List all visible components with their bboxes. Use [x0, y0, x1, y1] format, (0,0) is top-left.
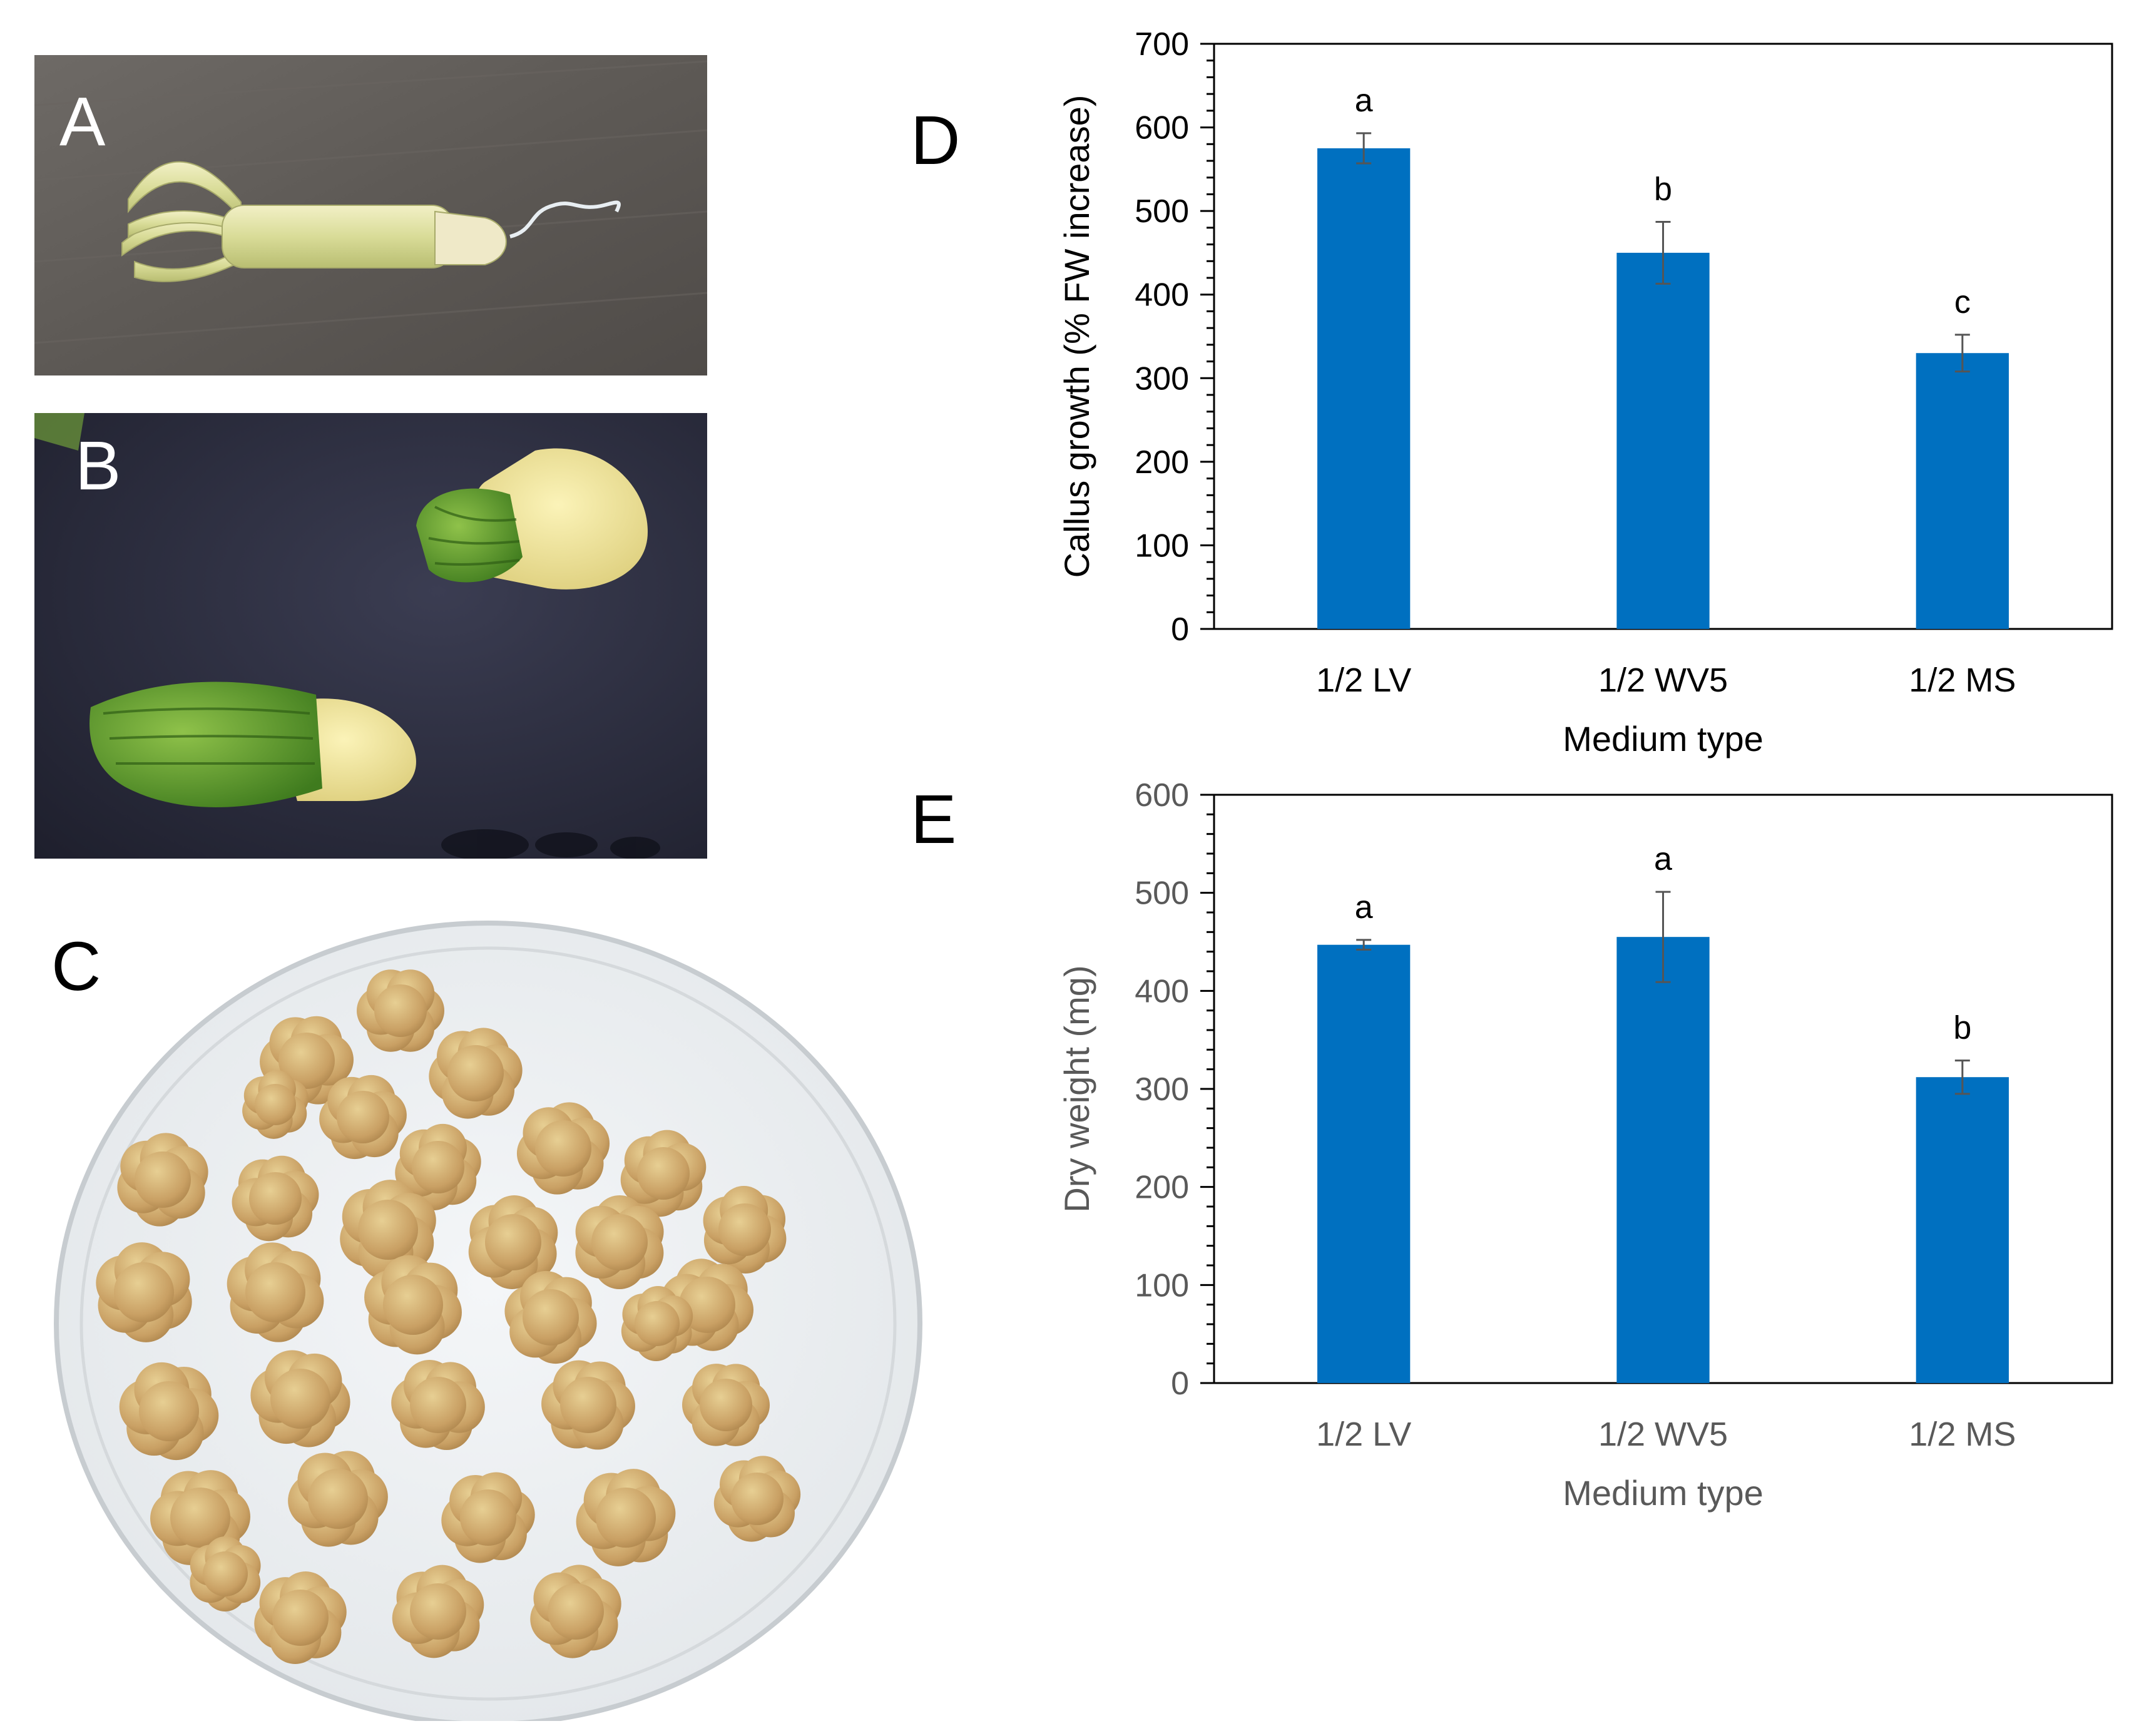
y-axis-label: Callus growth (% FW increase) — [1057, 95, 1096, 578]
bar — [1616, 252, 1710, 629]
callus-clump — [242, 1070, 309, 1139]
callus-clump — [576, 1469, 676, 1566]
x-tick-label: 1/2 WV5 — [1598, 661, 1728, 699]
x-tick-label: 1/2 WV5 — [1598, 1416, 1728, 1453]
x-tick-label: 1/2 MS — [1909, 661, 2016, 699]
callus-clumps — [96, 969, 801, 1664]
y-tick-label: 600 — [1135, 110, 1189, 146]
chart-e: 0 100 200 300 400 500 600 a 1/2 LV a 1/2 WV5 b 1/2 M… — [1057, 777, 2113, 1513]
photo-a — [34, 55, 707, 375]
callus-clump — [357, 969, 444, 1052]
y-tick-label: 700 — [1135, 26, 1189, 63]
callus-clump — [364, 1255, 462, 1355]
y-tick-label: 0 — [1171, 611, 1189, 648]
callus-clump — [468, 1195, 558, 1289]
bar — [1317, 148, 1411, 629]
callus-clump — [232, 1155, 319, 1242]
callus-clump — [254, 1571, 347, 1664]
photo-b-image — [34, 413, 707, 859]
bar — [1916, 1077, 2009, 1383]
callus-clump — [620, 1130, 707, 1217]
callus-clump — [340, 1180, 436, 1280]
callus-clump — [319, 1075, 407, 1160]
y-tick-label: 100 — [1135, 1267, 1189, 1304]
significance-letter: a — [1654, 841, 1672, 877]
photo-c — [38, 917, 932, 1721]
significance-letter: c — [1954, 284, 1971, 320]
bar — [1916, 353, 2009, 629]
callus-clump — [117, 1133, 208, 1227]
y-tick-label: 600 — [1135, 777, 1189, 814]
bar — [1616, 937, 1710, 1383]
panel-label-d: D — [911, 102, 961, 179]
callus-clump — [150, 1470, 250, 1565]
explant-lower — [89, 682, 416, 807]
x-axis-label: Medium type — [1563, 719, 1764, 758]
significance-letter: b — [1953, 1010, 1971, 1046]
photo-a-image — [34, 55, 707, 375]
x-tick-label: 1/2 LV — [1316, 661, 1411, 699]
y-tick-label: 300 — [1135, 1071, 1189, 1108]
y-tick-label: 300 — [1135, 360, 1189, 397]
photo-c-image — [38, 917, 932, 1721]
callus-clump — [250, 1350, 350, 1448]
y-tick-label: 100 — [1135, 528, 1189, 564]
callus-clump — [190, 1536, 261, 1611]
callus-clump — [96, 1242, 192, 1342]
callus-clump — [541, 1360, 635, 1450]
y-tick-label: 500 — [1135, 193, 1189, 230]
callus-clump — [713, 1456, 801, 1542]
panel-label-a: A — [59, 83, 106, 160]
x-tick-label: 1/2 LV — [1316, 1416, 1411, 1453]
panel-label-c: C — [51, 928, 101, 1005]
x-tick-label: 1/2 MS — [1909, 1416, 2016, 1453]
y-tick-label: 0 — [1171, 1366, 1189, 1402]
y-tick-label: 200 — [1135, 444, 1189, 481]
callus-clump — [119, 1362, 219, 1461]
x-axis-label: Medium type — [1563, 1473, 1764, 1513]
callus-clump — [429, 1028, 523, 1119]
photo-b — [34, 413, 707, 859]
chart-d: 0 100 200 300 400 500 600 700 a 1/2 LV b 1/2 WV5 c 1/… — [1057, 26, 2113, 758]
callus-clump — [530, 1565, 621, 1658]
y-tick-label: 400 — [1135, 973, 1189, 1009]
callus-clump — [703, 1186, 787, 1274]
y-tick-label: 200 — [1135, 1170, 1189, 1206]
explant-upper — [416, 448, 648, 590]
callus-clump — [621, 1286, 693, 1361]
significance-letter: a — [1355, 889, 1373, 926]
callus-clump — [227, 1242, 324, 1342]
callus-clump — [392, 1565, 484, 1658]
y-axis-label: Dry weight (mg) — [1057, 965, 1096, 1212]
y-tick-label: 500 — [1135, 876, 1189, 912]
callus-clump — [504, 1270, 597, 1364]
panel-label-e: E — [911, 781, 957, 858]
callus-clump — [288, 1451, 388, 1547]
callus-clump — [391, 1359, 485, 1451]
panel-label-b: B — [75, 427, 121, 504]
callus-clump — [395, 1123, 481, 1211]
callus-clump — [575, 1195, 664, 1289]
significance-letter: a — [1355, 83, 1373, 119]
significance-letter: b — [1654, 171, 1672, 208]
callus-clump — [682, 1364, 770, 1446]
callus-clump — [516, 1102, 610, 1195]
bar — [1317, 944, 1411, 1383]
callus-clump — [441, 1472, 535, 1563]
y-tick-label: 400 — [1135, 277, 1189, 314]
